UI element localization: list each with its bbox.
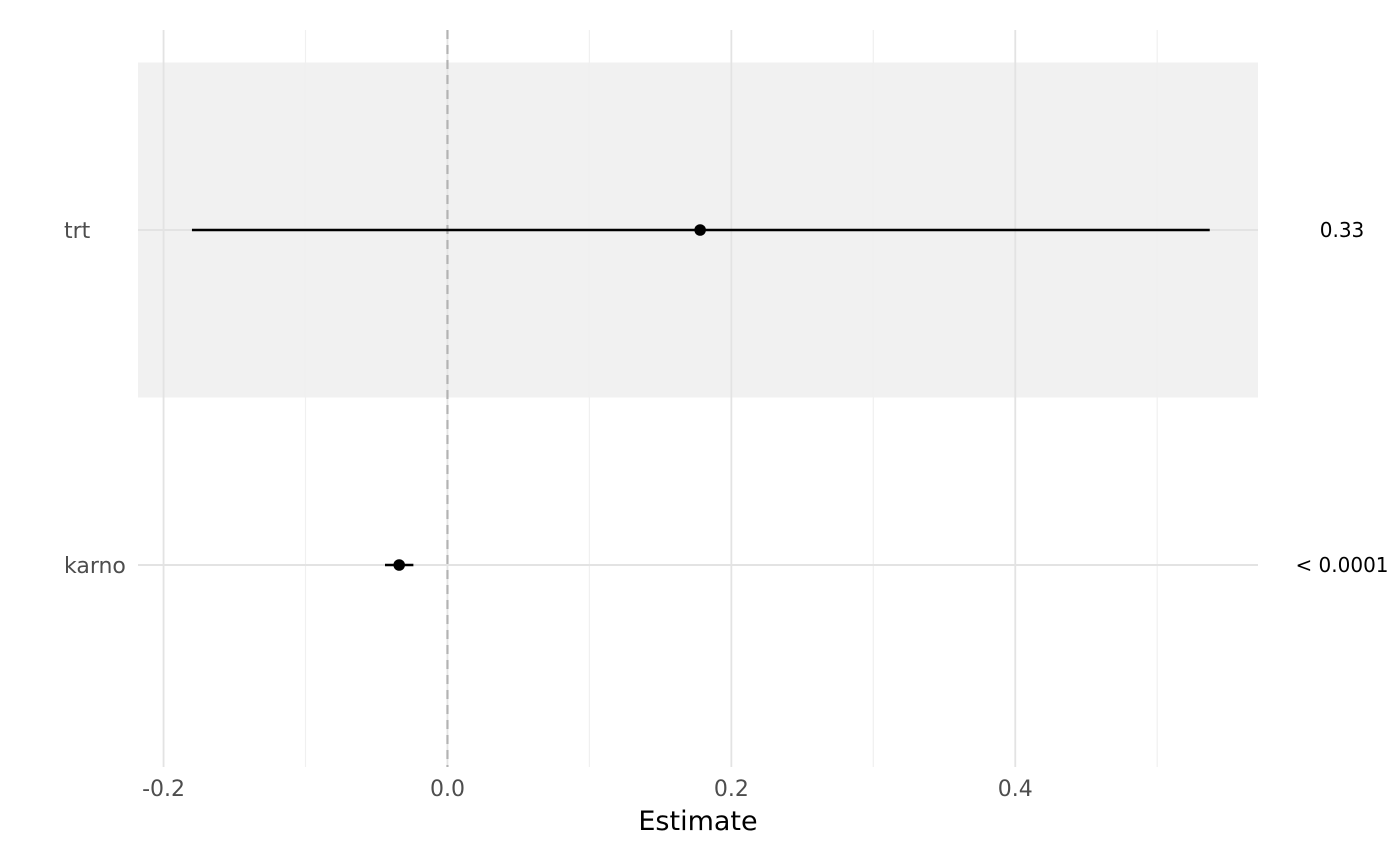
estimate-point-trt [694,224,706,236]
labels-layer: trt 0.33 karno < 0.0001 -0.2 0.0 0.2 0.4 [64,218,1389,802]
p-value-label-karno: < 0.0001 [1295,553,1388,577]
x-tick-label: 0.4 [998,777,1033,802]
estimates-layer [191,224,1210,571]
estimate-point-karno [393,559,405,571]
x-tick-label: 0.0 [430,777,465,802]
x-tick-label: -0.2 [142,777,185,802]
x-axis-title: Estimate [638,806,757,837]
x-tick-label: 0.2 [714,777,749,802]
y-tick-label-karno: karno [64,554,126,579]
p-value-label-trt: 0.33 [1320,218,1365,242]
y-tick-label-trt: trt [64,219,91,244]
